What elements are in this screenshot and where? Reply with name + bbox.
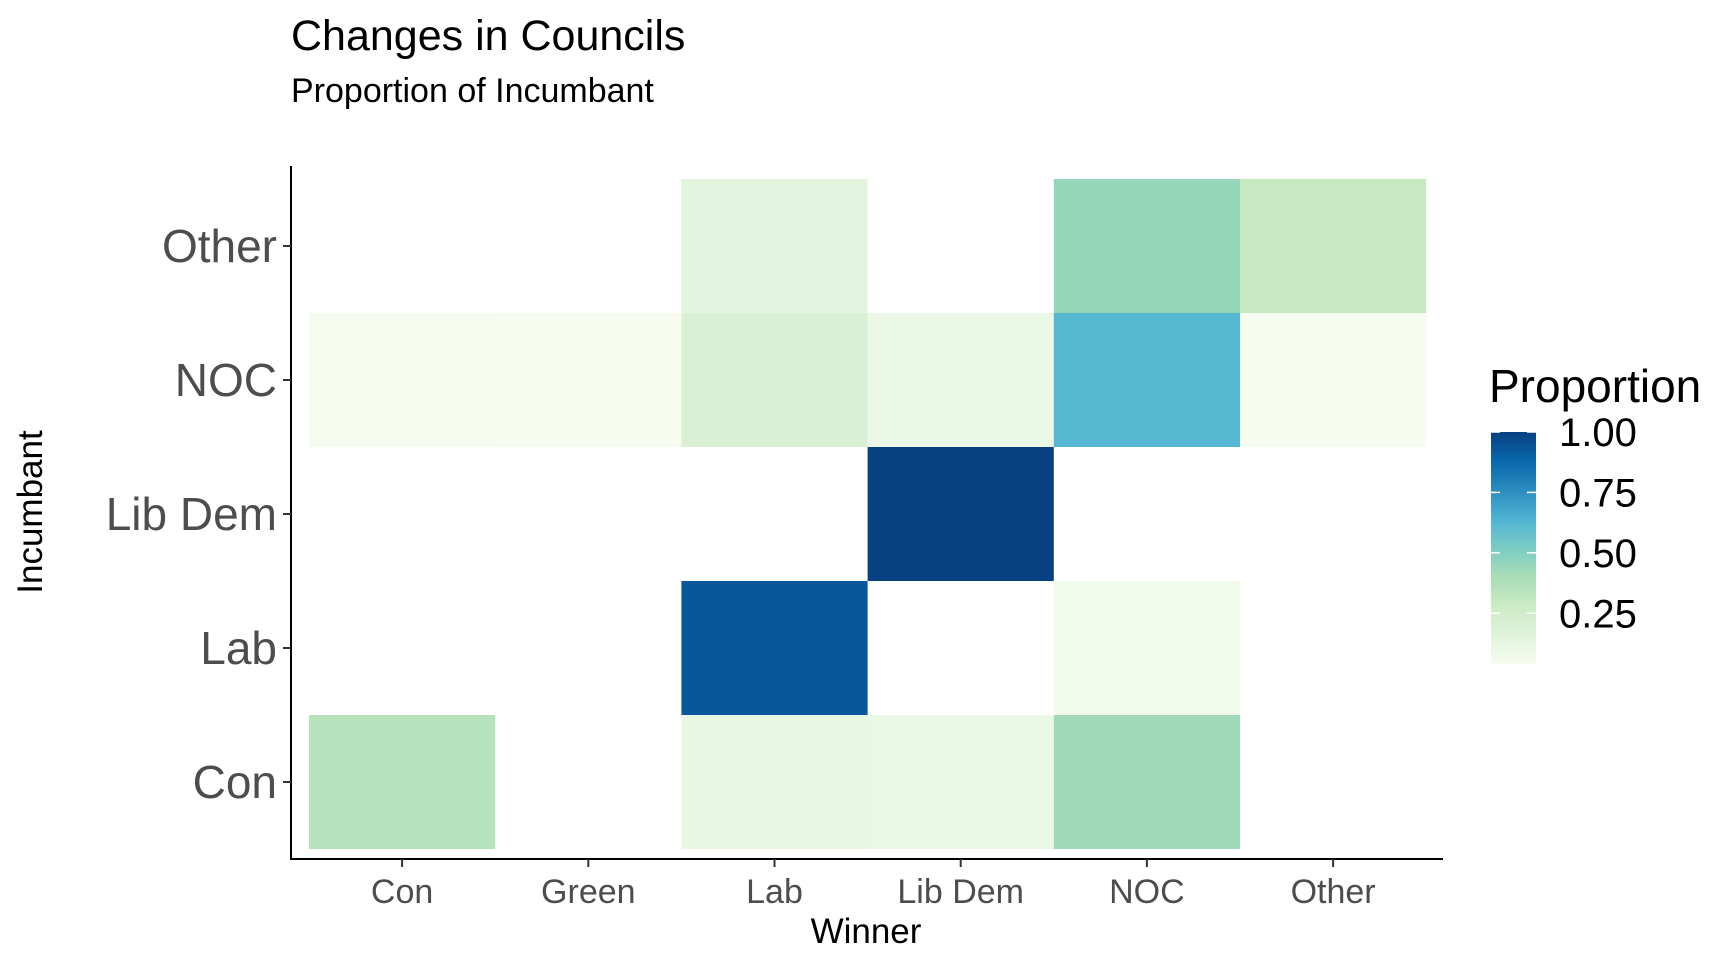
x-tick-label: Lab	[746, 873, 803, 911]
heatmap-cell-con-lib-dem	[867, 715, 1054, 849]
heatmap-cells	[309, 179, 1427, 849]
heatmap-cell-noc-other	[1240, 313, 1427, 447]
heatmap-cell-noc-noc	[1053, 313, 1240, 447]
x-tick-label: NOC	[1109, 873, 1185, 911]
legend-tick-label: 0.50	[1559, 532, 1637, 576]
legend-colorbar	[1491, 432, 1536, 664]
legend-tick-label: 1.00	[1559, 411, 1637, 455]
heatmap-cell-noc-green	[495, 313, 682, 447]
heatmap-cell-lab-lab	[681, 581, 868, 715]
heatmap-cell-lib-dem-lib-dem	[867, 447, 1054, 581]
x-axis-title: Winner	[811, 912, 922, 951]
y-axis-ticks: Con Lab Lib Dem NOC Other	[106, 220, 291, 808]
legend-tick-label: 0.25	[1559, 592, 1637, 636]
heatmap-cell-other-noc	[1053, 179, 1240, 313]
y-axis-title: Incumbant	[11, 430, 50, 594]
y-tick-label: NOC	[175, 354, 277, 406]
heatmap-cell-lab-noc	[1053, 581, 1240, 715]
x-tick-label: Con	[371, 873, 433, 911]
y-tick-label: Con	[193, 756, 277, 808]
legend-ticks: 1.00 0.75 0.50 0.25	[1491, 411, 1637, 636]
heatmap-cell-noc-lib-dem	[867, 313, 1054, 447]
chart-title: Changes in Councils	[291, 12, 685, 60]
heatmap-cell-noc-lab	[681, 313, 868, 447]
x-tick-label: Green	[541, 873, 636, 911]
y-tick-label: Other	[162, 220, 277, 272]
y-tick-label: Lab	[200, 622, 277, 674]
heatmap-cell-con-noc	[1053, 715, 1240, 849]
heatmap-cell-other-other	[1240, 179, 1427, 313]
legend-tick-label: 0.75	[1559, 471, 1637, 515]
x-axis-ticks: Con Green Lab Lib Dem NOC Other	[371, 859, 1376, 911]
x-tick-label: Lib Dem	[897, 873, 1024, 911]
heatmap-cell-noc-con	[309, 313, 496, 447]
heatmap-cell-con-lab	[681, 715, 868, 849]
x-tick-label: Other	[1291, 873, 1376, 911]
heatmap-cell-other-lab	[681, 179, 868, 313]
chart-subtitle: Proportion of Incumbant	[291, 72, 654, 110]
heatmap-cell-con-con	[309, 715, 496, 849]
legend-title: Proportion	[1489, 360, 1701, 412]
y-tick-label: Lib Dem	[106, 488, 277, 540]
